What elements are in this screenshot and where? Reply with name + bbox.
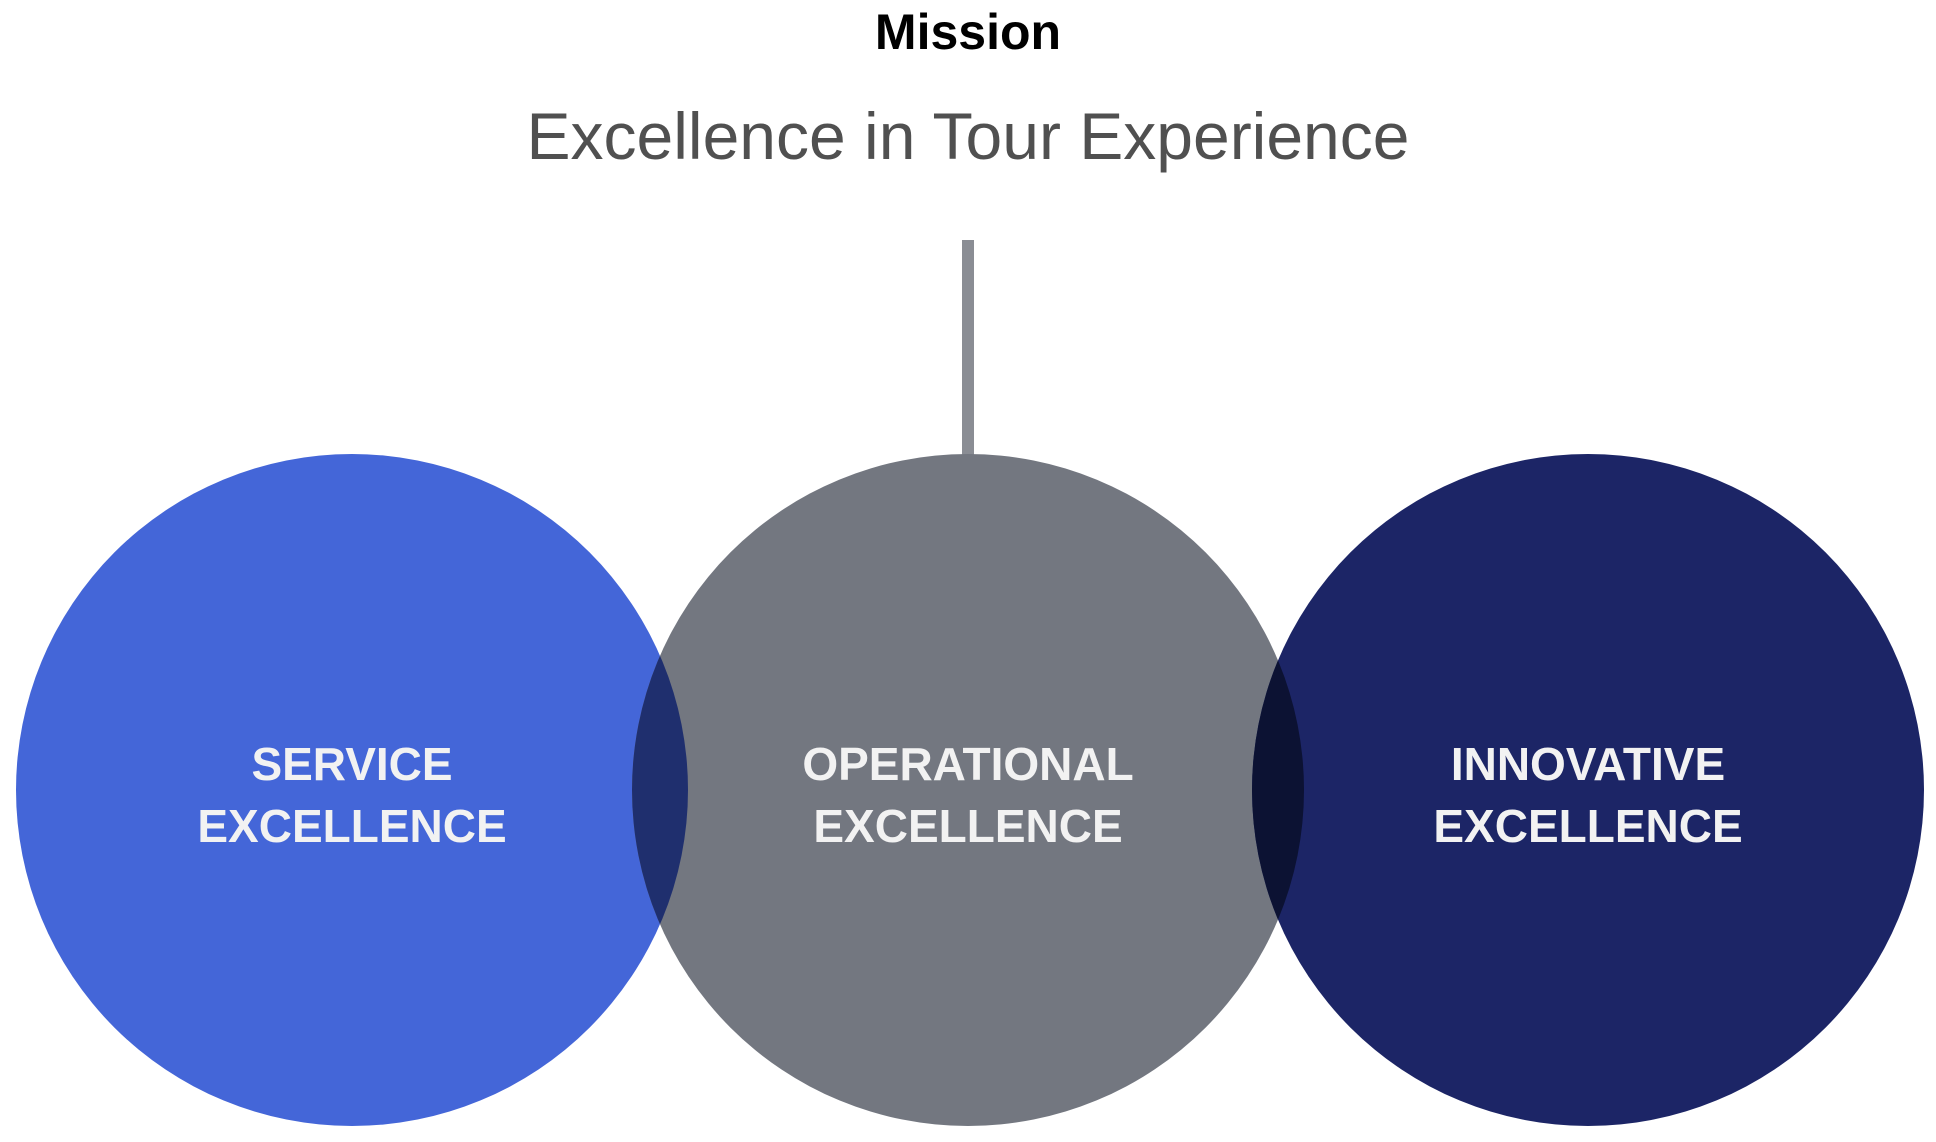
mission-title: Mission bbox=[874, 4, 1062, 60]
innovative-label-line1: INNOVATIVE bbox=[1451, 738, 1725, 790]
connector-line bbox=[962, 240, 974, 455]
operational-label-line2: EXCELLENCE bbox=[813, 800, 1122, 852]
mission-statement: Excellence in Tour Experience bbox=[526, 99, 1410, 173]
operational-excellence-circle bbox=[632, 454, 1304, 1126]
innovative-label-line2: EXCELLENCE bbox=[1433, 800, 1742, 852]
operational-label-line1: OPERATIONAL bbox=[802, 738, 1133, 790]
service-excellence-circle bbox=[16, 454, 688, 1126]
service-label-line2: EXCELLENCE bbox=[197, 800, 506, 852]
innovative-excellence-circle bbox=[1252, 454, 1924, 1126]
service-label-line1: SERVICE bbox=[251, 738, 452, 790]
